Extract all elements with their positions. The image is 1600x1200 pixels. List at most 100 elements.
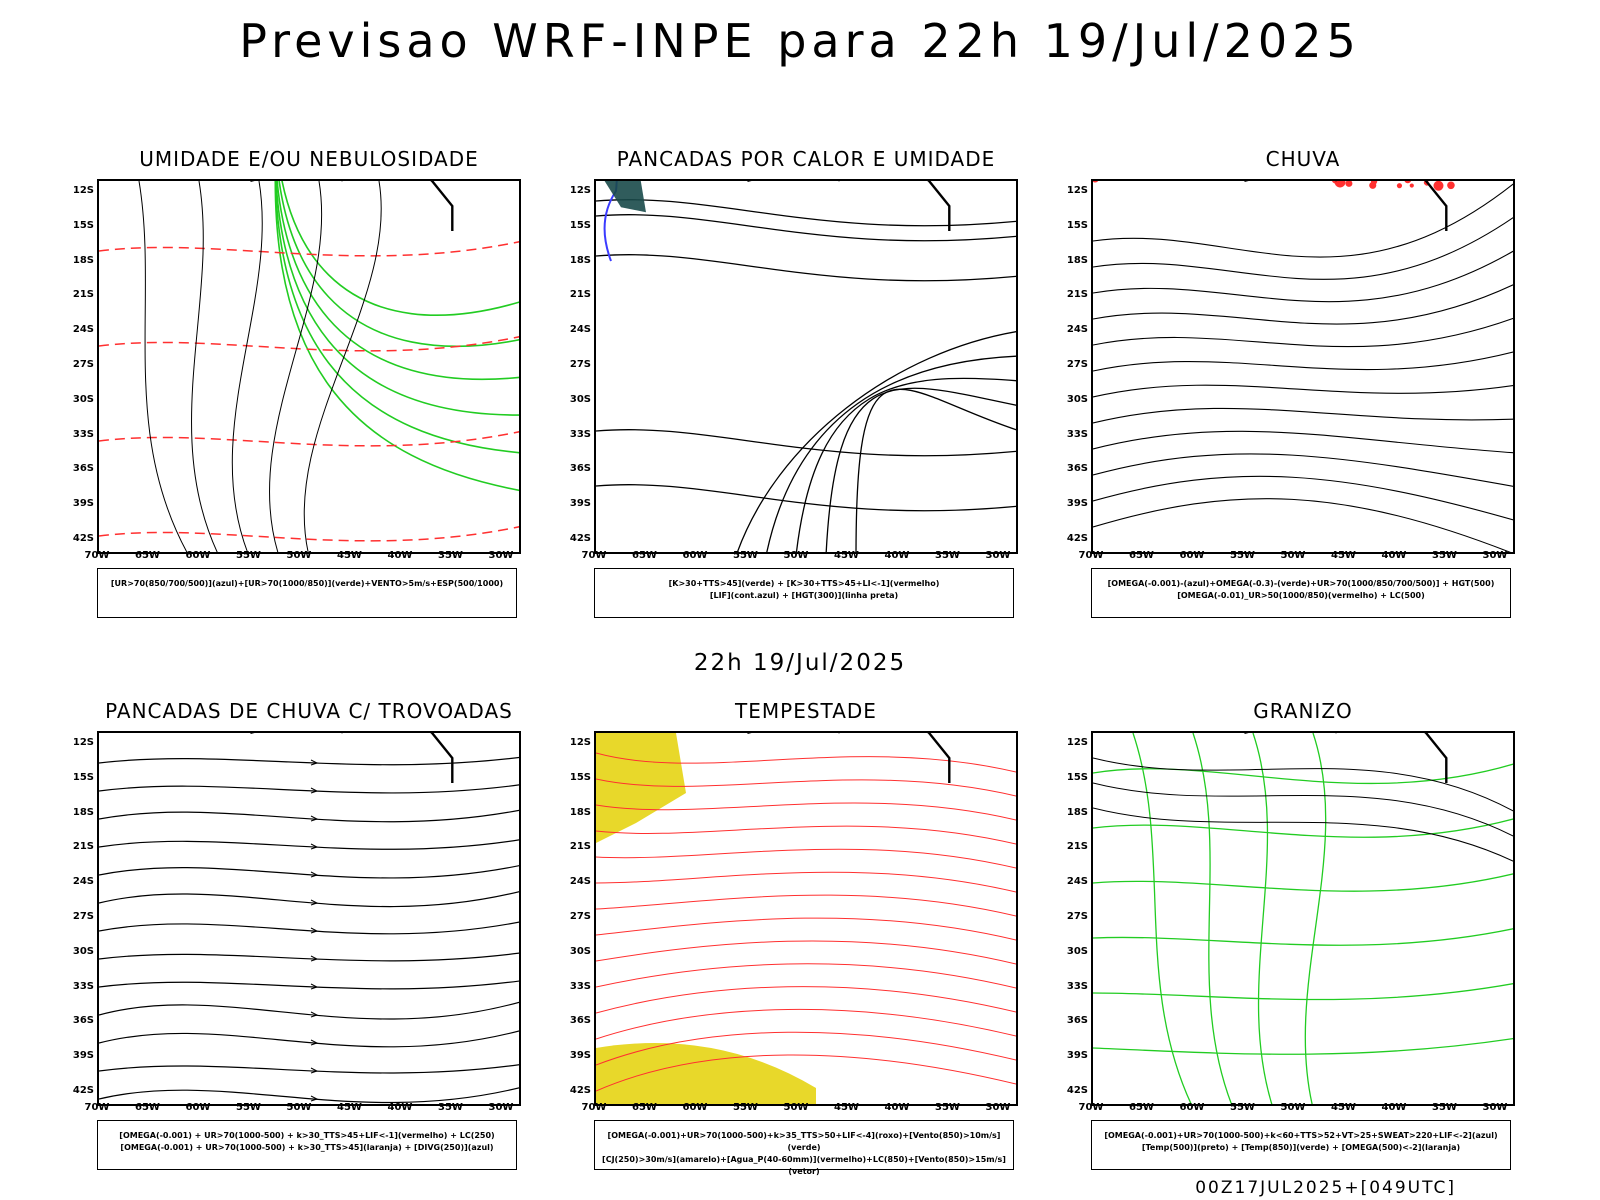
- lat-tick-label: 12S: [72, 185, 94, 196]
- lon-tick-label: 70W: [581, 1102, 607, 1113]
- legend-line: [K>30+TTS>45](verde) + [K>30+TTS>45+LI<-…: [668, 579, 940, 588]
- lon-tick-label: 60W: [1179, 1102, 1205, 1113]
- legend-line: [CJ(250)>30m/s](amarelo)+[Agua_P(40-60mm…: [602, 1155, 1006, 1176]
- lat-tick-label: 21S: [72, 841, 94, 853]
- lon-tick-label: 40W: [387, 1102, 413, 1113]
- map-chuva: 582576570564558: [1091, 179, 1515, 554]
- lon-tick-label: 45W: [1331, 550, 1356, 561]
- lat-tick-label: 30S: [72, 393, 94, 405]
- lat-tick-label: 27S: [1066, 911, 1088, 922]
- lat-tick-label: 18S: [1066, 806, 1088, 818]
- legend-line: [Temp(500)](preto) + [Temp(850)](verde) …: [1141, 1143, 1461, 1152]
- map-granizo: -12-15121518: [1091, 731, 1515, 1106]
- legend-chuva: [OMEGA(-0.001)-(azul)+OMEGA(-0.3)-(verde…: [1091, 568, 1511, 618]
- panel-title-chuva: CHUVA: [1265, 147, 1341, 171]
- lat-tick-label: 39S: [1066, 498, 1088, 510]
- lon-tick-label: 40W: [884, 550, 910, 561]
- lon-tick-label: 45W: [337, 550, 362, 561]
- lat-tick-label: 12S: [569, 737, 591, 748]
- lat-tick-label: 39S: [72, 1050, 94, 1062]
- forecast-time-label: 22h 19/Jul/2025: [693, 650, 907, 676]
- lat-tick-label: 42S: [72, 1085, 94, 1096]
- lat-tick-label: 36S: [72, 463, 94, 475]
- lon-tick-label: 45W: [834, 1102, 859, 1113]
- lon-tick-label: 70W: [1078, 550, 1104, 561]
- lon-tick-label: 65W: [135, 1102, 160, 1113]
- lon-tick-label: 40W: [387, 550, 413, 561]
- lat-tick-label: 39S: [569, 498, 591, 510]
- map-graphic-umidade: 101610201024570564558: [99, 181, 519, 552]
- lon-tick-label: 35W: [1432, 550, 1457, 561]
- lat-tick-label: 15S: [72, 219, 94, 231]
- lon-tick-label: 40W: [1381, 550, 1407, 561]
- lon-tick-label: 55W: [236, 550, 261, 561]
- panel-title-pancadas-calor: PANCADAS POR CALOR E UMIDADE: [616, 147, 996, 171]
- lat-tick-label: 15S: [1066, 771, 1088, 783]
- lat-tick-label: 27S: [72, 359, 94, 370]
- lon-tick-label: 50W: [1280, 550, 1306, 561]
- panel-title-tempestade: TEMPESTADE: [735, 699, 877, 723]
- lon-tick-label: 30W: [1482, 550, 1508, 561]
- lon-tick-label: 65W: [632, 1102, 657, 1113]
- lat-tick-label: 24S: [569, 876, 591, 888]
- lon-tick-label: 65W: [1129, 1102, 1154, 1113]
- map-tempestade: [594, 731, 1018, 1106]
- lat-tick-label: 36S: [1066, 463, 1088, 475]
- legend-line: [OMEGA(-0.001) + UR>70(1000-500) + k>30_…: [120, 1143, 494, 1152]
- lat-tick-label: 33S: [569, 428, 591, 440]
- lon-tick-label: 35W: [438, 1102, 463, 1113]
- lon-tick-label: 40W: [1381, 1102, 1407, 1113]
- lon-tick-label: 65W: [632, 550, 657, 561]
- lat-tick-label: 12S: [1066, 185, 1088, 196]
- lon-tick-label: 70W: [1078, 1102, 1104, 1113]
- lat-tick-label: 15S: [1066, 219, 1088, 231]
- lat-tick-label: 15S: [72, 771, 94, 783]
- lon-tick-label: 55W: [1230, 550, 1255, 561]
- lat-tick-label: 24S: [72, 324, 94, 336]
- lon-tick-label: 55W: [236, 1102, 261, 1113]
- legend-tempestade: [OMEGA(-0.001)+UR>70(1000-500)+k>35_TTS>…: [594, 1120, 1014, 1176]
- lat-tick-label: 21S: [1066, 289, 1088, 301]
- lon-tick-label: 30W: [488, 1102, 514, 1113]
- lon-tick-label: 50W: [783, 1102, 809, 1113]
- lon-tick-label: 60W: [1179, 550, 1205, 561]
- lat-tick-label: 12S: [569, 185, 591, 196]
- lat-tick-label: 24S: [1066, 324, 1088, 336]
- lon-tick-label: 50W: [783, 550, 809, 561]
- lon-tick-label: 60W: [682, 1102, 708, 1113]
- legend-line: [OMEGA(-0.001)+UR>70(1000-500)+k<60+TTS>…: [1104, 1131, 1498, 1140]
- lat-tick-label: 21S: [1066, 841, 1088, 853]
- lat-tick-label: 33S: [569, 980, 591, 992]
- lat-tick-label: 21S: [72, 289, 94, 301]
- lon-tick-label: 70W: [581, 550, 607, 561]
- lat-tick-label: 30S: [1066, 393, 1088, 405]
- lon-tick-label: 60W: [185, 550, 211, 561]
- lat-tick-label: 24S: [569, 324, 591, 336]
- lon-tick-label: 30W: [985, 550, 1011, 561]
- lon-tick-label: 50W: [286, 550, 312, 561]
- lat-tick-label: 30S: [72, 945, 94, 957]
- lat-tick-label: 30S: [569, 393, 591, 405]
- lon-tick-label: 50W: [286, 1102, 312, 1113]
- lat-tick-label: 42S: [1066, 533, 1088, 544]
- lon-tick-label: 40W: [884, 1102, 910, 1113]
- lat-tick-label: 27S: [72, 911, 94, 922]
- lat-tick-label: 39S: [569, 1050, 591, 1062]
- main-title: Previsao WRF-INPE para 22h 19/Jul/2025: [239, 14, 1361, 68]
- map-graphic-chuva: 582576570564558: [1093, 181, 1513, 552]
- legend-line: [OMEGA(-0.01)_UR>50(1000/850)(vermelho) …: [1177, 591, 1425, 600]
- lon-tick-label: 35W: [935, 1102, 960, 1113]
- map-graphic-tempestade: [596, 733, 1016, 1104]
- legend-line: [OMEGA(-0.001)-(azul)+OMEGA(-0.3)-(verde…: [1107, 579, 1495, 588]
- lon-tick-label: 65W: [1129, 550, 1154, 561]
- lon-tick-label: 35W: [438, 550, 463, 561]
- legend-umidade: [UR>70(850/700/500)](azul)+[UR>70(1000/8…: [97, 568, 517, 618]
- lat-tick-label: 33S: [72, 428, 94, 440]
- legend-pancadas-calor: [K>30+TTS>45](verde) + [K>30+TTS>45+LI<-…: [594, 568, 1014, 618]
- lon-tick-label: 35W: [1432, 1102, 1457, 1113]
- lat-tick-label: 42S: [72, 533, 94, 544]
- lon-tick-label: 30W: [985, 1102, 1011, 1113]
- lon-tick-label: 65W: [135, 550, 160, 561]
- lon-tick-label: 70W: [84, 1102, 110, 1113]
- map-trovoadas: [97, 731, 521, 1106]
